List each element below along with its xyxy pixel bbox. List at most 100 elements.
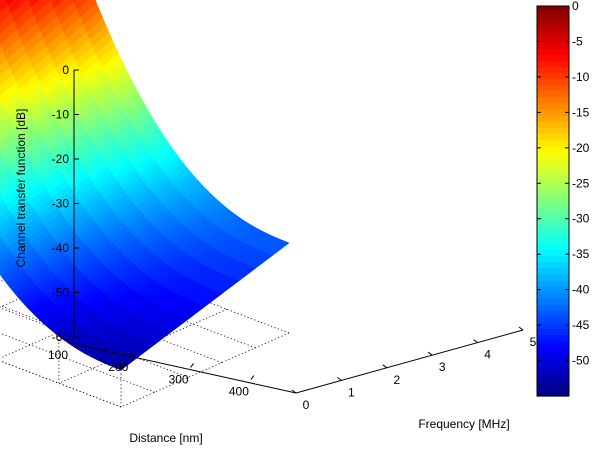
frequency-tick-label: 2 — [393, 373, 400, 387]
surface-patch — [0, 247, 11, 261]
distance-tick-mark — [250, 375, 255, 380]
colorbar-segment — [537, 231, 569, 239]
surface-patch — [0, 173, 17, 194]
colorbar-segment — [537, 140, 569, 147]
surface-patch — [0, 129, 18, 151]
z-tick-label: 0 — [62, 63, 69, 77]
z-tick-label: -30 — [52, 197, 70, 211]
colorbar-tick-label: -5 — [572, 35, 583, 49]
colorbar-segment — [537, 188, 569, 196]
surface-patch — [0, 237, 5, 247]
surface-patch — [0, 59, 10, 76]
frequency-tick-label: 4 — [484, 348, 491, 362]
surface-patch — [0, 167, 14, 186]
colorbar-segment — [537, 274, 569, 281]
surface-patch — [0, 260, 21, 279]
colorbar-segment — [537, 103, 569, 111]
z-tick-label: -60 — [52, 330, 70, 344]
colorbar-segment — [537, 164, 569, 172]
colorbar-tick-label: -10 — [572, 70, 590, 84]
colorbar-segment — [537, 18, 569, 25]
surface-patch — [0, 0, 8, 13]
colorbar-segment — [537, 383, 569, 391]
colorbar-segment — [537, 365, 569, 373]
surface-patch — [0, 109, 9, 124]
surface-patch — [0, 51, 7, 66]
z-axis-label: Channel transfer function [dB] — [14, 109, 28, 268]
surface-patch — [0, 155, 8, 169]
y-axis-label: Distance [nm] — [129, 431, 202, 445]
colorbar-segment — [537, 60, 569, 68]
x-axis-label: Frequency [MHz] — [418, 417, 509, 431]
axes: 0 -10 -20 -30 -40 -50 -60 100 200 300 400 0 1 2 3 4 5 — [48, 63, 537, 412]
colorbar-segment — [537, 377, 569, 385]
colorbar-segment — [537, 12, 569, 19]
surface-patch — [0, 194, 3, 202]
colorbar-segment — [537, 115, 569, 123]
surface-patch — [0, 179, 20, 200]
surface-patch — [0, 74, 16, 96]
colorbar-segment — [537, 42, 569, 50]
distance-axis-line — [69, 342, 297, 394]
colorbar-segment — [537, 54, 569, 62]
surface-patch — [5, 0, 14, 6]
colorbar-segment — [537, 292, 569, 300]
colorbar-segment — [537, 182, 569, 190]
distance-tick-label: 300 — [169, 372, 189, 386]
colorbar-segment — [537, 24, 569, 31]
colorbar-tick-label: -50 — [572, 354, 590, 368]
frequency-tick-mark — [382, 364, 388, 369]
surface-patch — [0, 12, 15, 34]
colorbar-segment — [537, 237, 569, 245]
surface-patch — [0, 214, 16, 233]
surface — [0, 0, 290, 371]
frequency-tick-mark — [518, 326, 524, 331]
colorbar-segment — [537, 73, 569, 80]
distance-tick-label: 400 — [229, 385, 249, 399]
surface-patch — [0, 97, 3, 105]
colorbar-segment — [537, 146, 569, 153]
distance-tick-mark — [129, 350, 134, 356]
colorbar-segment — [537, 286, 569, 293]
surface-patch — [0, 21, 18, 45]
colorbar-tick-label: -20 — [572, 141, 590, 155]
colorbar-tick-label: -30 — [572, 212, 590, 226]
colorbar-segment — [537, 213, 569, 220]
colorbar-segment — [537, 322, 569, 330]
colorbar-tick-label: -40 — [572, 283, 590, 297]
surface-patch — [0, 102, 6, 115]
frequency-tick-label: 0 — [303, 398, 310, 412]
colorbar-segment — [537, 310, 569, 318]
colorbar-segment — [537, 36, 569, 44]
surface-patch — [0, 251, 15, 268]
surface-patch — [0, 242, 8, 254]
colorbar-segment — [537, 219, 569, 226]
frequency-tick-label: 3 — [439, 360, 446, 374]
colorbar-segment — [537, 341, 569, 348]
colorbar-tick-label: 0 — [572, 0, 579, 13]
colorbar-segment — [537, 91, 569, 98]
distance-tick-label: 200 — [108, 360, 128, 374]
colorbar-segment — [537, 371, 569, 379]
z-tick-label: -10 — [52, 108, 70, 122]
colorbar-segment — [537, 353, 569, 361]
colorbar-segment — [537, 225, 569, 233]
frequency-tick-mark — [473, 339, 478, 344]
colorbar-tick-label: -15 — [572, 105, 590, 119]
colorbar-segment — [537, 207, 569, 214]
colorbar-segment — [537, 389, 569, 397]
colorbar-segment — [537, 249, 569, 257]
colorbar-segment — [537, 261, 569, 269]
surface-patch — [0, 66, 13, 86]
colorbar-segment — [537, 268, 569, 275]
z-tick-label: -50 — [52, 286, 70, 300]
colorbar-segment — [537, 48, 569, 56]
colorbar-segment — [537, 280, 569, 287]
frequency-tick-mark — [337, 376, 342, 381]
colorbar-segment — [537, 66, 569, 74]
colorbar-segment — [537, 30, 569, 38]
colorbar-segment — [537, 127, 569, 135]
colorbar-segment — [537, 97, 569, 105]
colorbar-frame — [536, 5, 570, 397]
